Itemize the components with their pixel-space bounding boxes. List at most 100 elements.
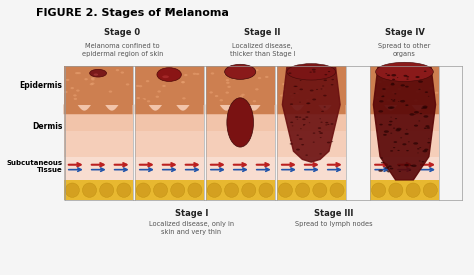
Ellipse shape <box>265 76 269 78</box>
Ellipse shape <box>393 99 395 100</box>
Ellipse shape <box>423 107 427 109</box>
Ellipse shape <box>282 83 286 85</box>
Ellipse shape <box>309 122 310 123</box>
Ellipse shape <box>146 80 149 82</box>
Ellipse shape <box>307 111 310 113</box>
Polygon shape <box>370 157 439 180</box>
Ellipse shape <box>381 157 383 159</box>
Ellipse shape <box>387 171 390 172</box>
Ellipse shape <box>76 89 80 92</box>
Ellipse shape <box>117 183 131 197</box>
Ellipse shape <box>324 74 328 75</box>
Ellipse shape <box>392 92 395 94</box>
Ellipse shape <box>392 79 395 80</box>
Ellipse shape <box>157 68 182 81</box>
Ellipse shape <box>384 130 389 133</box>
Ellipse shape <box>299 69 303 71</box>
Ellipse shape <box>182 81 185 83</box>
Polygon shape <box>277 105 346 157</box>
Ellipse shape <box>305 116 309 118</box>
Ellipse shape <box>301 144 304 145</box>
Ellipse shape <box>400 100 405 103</box>
Ellipse shape <box>303 74 307 76</box>
Text: Dermis: Dermis <box>32 122 63 131</box>
Ellipse shape <box>416 90 419 93</box>
Polygon shape <box>277 99 346 114</box>
Polygon shape <box>64 105 133 157</box>
Ellipse shape <box>295 92 299 94</box>
Ellipse shape <box>319 131 321 132</box>
Ellipse shape <box>280 94 283 97</box>
Ellipse shape <box>255 69 259 71</box>
Ellipse shape <box>227 98 254 147</box>
Ellipse shape <box>379 124 383 125</box>
Ellipse shape <box>323 95 327 97</box>
Ellipse shape <box>422 161 424 163</box>
Ellipse shape <box>211 72 214 75</box>
Ellipse shape <box>410 77 413 79</box>
Ellipse shape <box>327 124 329 125</box>
Ellipse shape <box>409 170 411 171</box>
Polygon shape <box>206 66 274 105</box>
Ellipse shape <box>283 88 287 90</box>
Ellipse shape <box>405 104 409 106</box>
Ellipse shape <box>137 183 150 197</box>
Ellipse shape <box>259 183 273 197</box>
Ellipse shape <box>255 88 259 90</box>
Ellipse shape <box>402 143 407 145</box>
Ellipse shape <box>219 99 223 101</box>
Ellipse shape <box>327 142 330 143</box>
Ellipse shape <box>406 79 409 80</box>
Ellipse shape <box>242 183 256 197</box>
Ellipse shape <box>100 183 114 197</box>
Polygon shape <box>277 131 346 157</box>
Ellipse shape <box>313 71 316 73</box>
Polygon shape <box>135 180 203 200</box>
Text: FIGURE 2. Stages of Melanoma: FIGURE 2. Stages of Melanoma <box>36 7 229 18</box>
Text: Stage III: Stage III <box>314 209 353 218</box>
Text: Stage IV: Stage IV <box>384 28 424 37</box>
Text: Spread to lymph nodes: Spread to lymph nodes <box>295 221 372 227</box>
Ellipse shape <box>392 80 395 82</box>
Ellipse shape <box>391 83 394 84</box>
Ellipse shape <box>305 155 308 156</box>
Ellipse shape <box>73 98 77 100</box>
Ellipse shape <box>91 82 94 85</box>
Ellipse shape <box>410 113 414 116</box>
Polygon shape <box>135 131 203 157</box>
Ellipse shape <box>65 183 79 197</box>
Ellipse shape <box>376 97 379 99</box>
Ellipse shape <box>395 129 401 131</box>
Ellipse shape <box>428 96 429 97</box>
Ellipse shape <box>66 79 69 81</box>
Polygon shape <box>206 105 274 157</box>
Ellipse shape <box>406 183 420 197</box>
Ellipse shape <box>77 72 81 74</box>
Ellipse shape <box>422 106 428 108</box>
Polygon shape <box>370 99 439 114</box>
Ellipse shape <box>71 87 74 89</box>
Ellipse shape <box>224 73 227 75</box>
Polygon shape <box>135 105 203 157</box>
Ellipse shape <box>390 133 392 134</box>
Text: Stage I: Stage I <box>174 209 208 218</box>
Polygon shape <box>64 180 133 200</box>
Ellipse shape <box>382 88 386 90</box>
Ellipse shape <box>393 141 397 143</box>
Ellipse shape <box>330 183 344 197</box>
Ellipse shape <box>313 142 315 143</box>
Ellipse shape <box>293 93 295 94</box>
Ellipse shape <box>388 124 392 126</box>
Ellipse shape <box>161 73 164 75</box>
Polygon shape <box>135 99 203 114</box>
Ellipse shape <box>388 106 393 109</box>
Ellipse shape <box>225 183 238 197</box>
Ellipse shape <box>64 91 68 93</box>
Ellipse shape <box>147 100 150 102</box>
Ellipse shape <box>403 75 408 77</box>
Polygon shape <box>135 66 203 105</box>
Ellipse shape <box>300 128 302 129</box>
Ellipse shape <box>372 183 386 197</box>
Ellipse shape <box>398 165 401 166</box>
Ellipse shape <box>392 74 396 76</box>
